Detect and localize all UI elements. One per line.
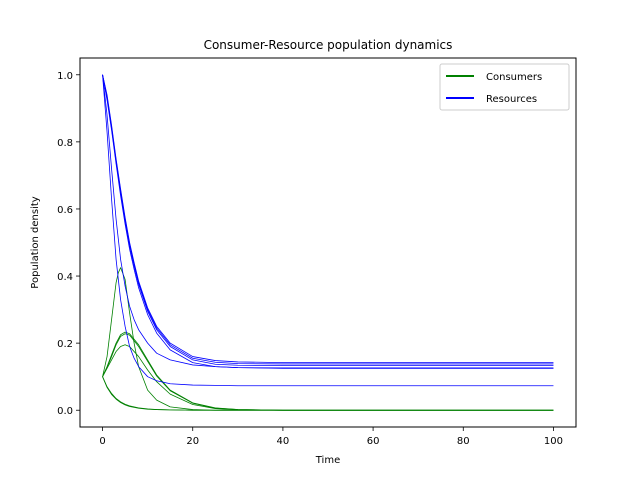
- x-tick-label: 60: [367, 436, 380, 447]
- x-tick-label: 100: [544, 436, 563, 447]
- legend-resources-label: Resources: [486, 94, 537, 105]
- y-tick-label: 0.8: [57, 138, 73, 149]
- x-axis-label: Time: [315, 455, 340, 466]
- y-tick-label: 0.2: [57, 339, 73, 350]
- y-axis-label: Population density: [30, 196, 41, 288]
- legend-consumers-label: Consumers: [486, 72, 542, 83]
- resource-line-10: [102, 74, 554, 369]
- resource-line-11: [102, 74, 554, 387]
- x-tick-label: 80: [457, 436, 470, 447]
- y-tick-label: 0.4: [57, 272, 73, 283]
- axes-frame: [79, 57, 577, 428]
- x-tick-label: 0: [99, 436, 105, 447]
- x-axis-ticks: 0 20 40 60 80 100: [99, 427, 563, 447]
- y-axis-ticks: 0.0 0.2 0.4 0.6 0.8 1.0: [57, 71, 80, 417]
- y-tick-label: 0.0: [57, 406, 73, 417]
- x-tick-label: 20: [186, 436, 199, 447]
- y-tick-label: 1.0: [57, 71, 73, 82]
- x-tick-label: 40: [277, 436, 290, 447]
- y-tick-label: 0.6: [57, 205, 73, 216]
- consumer-line-5: [102, 267, 554, 411]
- chart-title: Consumer-Resource population dynamics: [204, 38, 453, 52]
- chart-legend: Consumers Resources: [439, 63, 570, 111]
- plot-area: [102, 74, 554, 411]
